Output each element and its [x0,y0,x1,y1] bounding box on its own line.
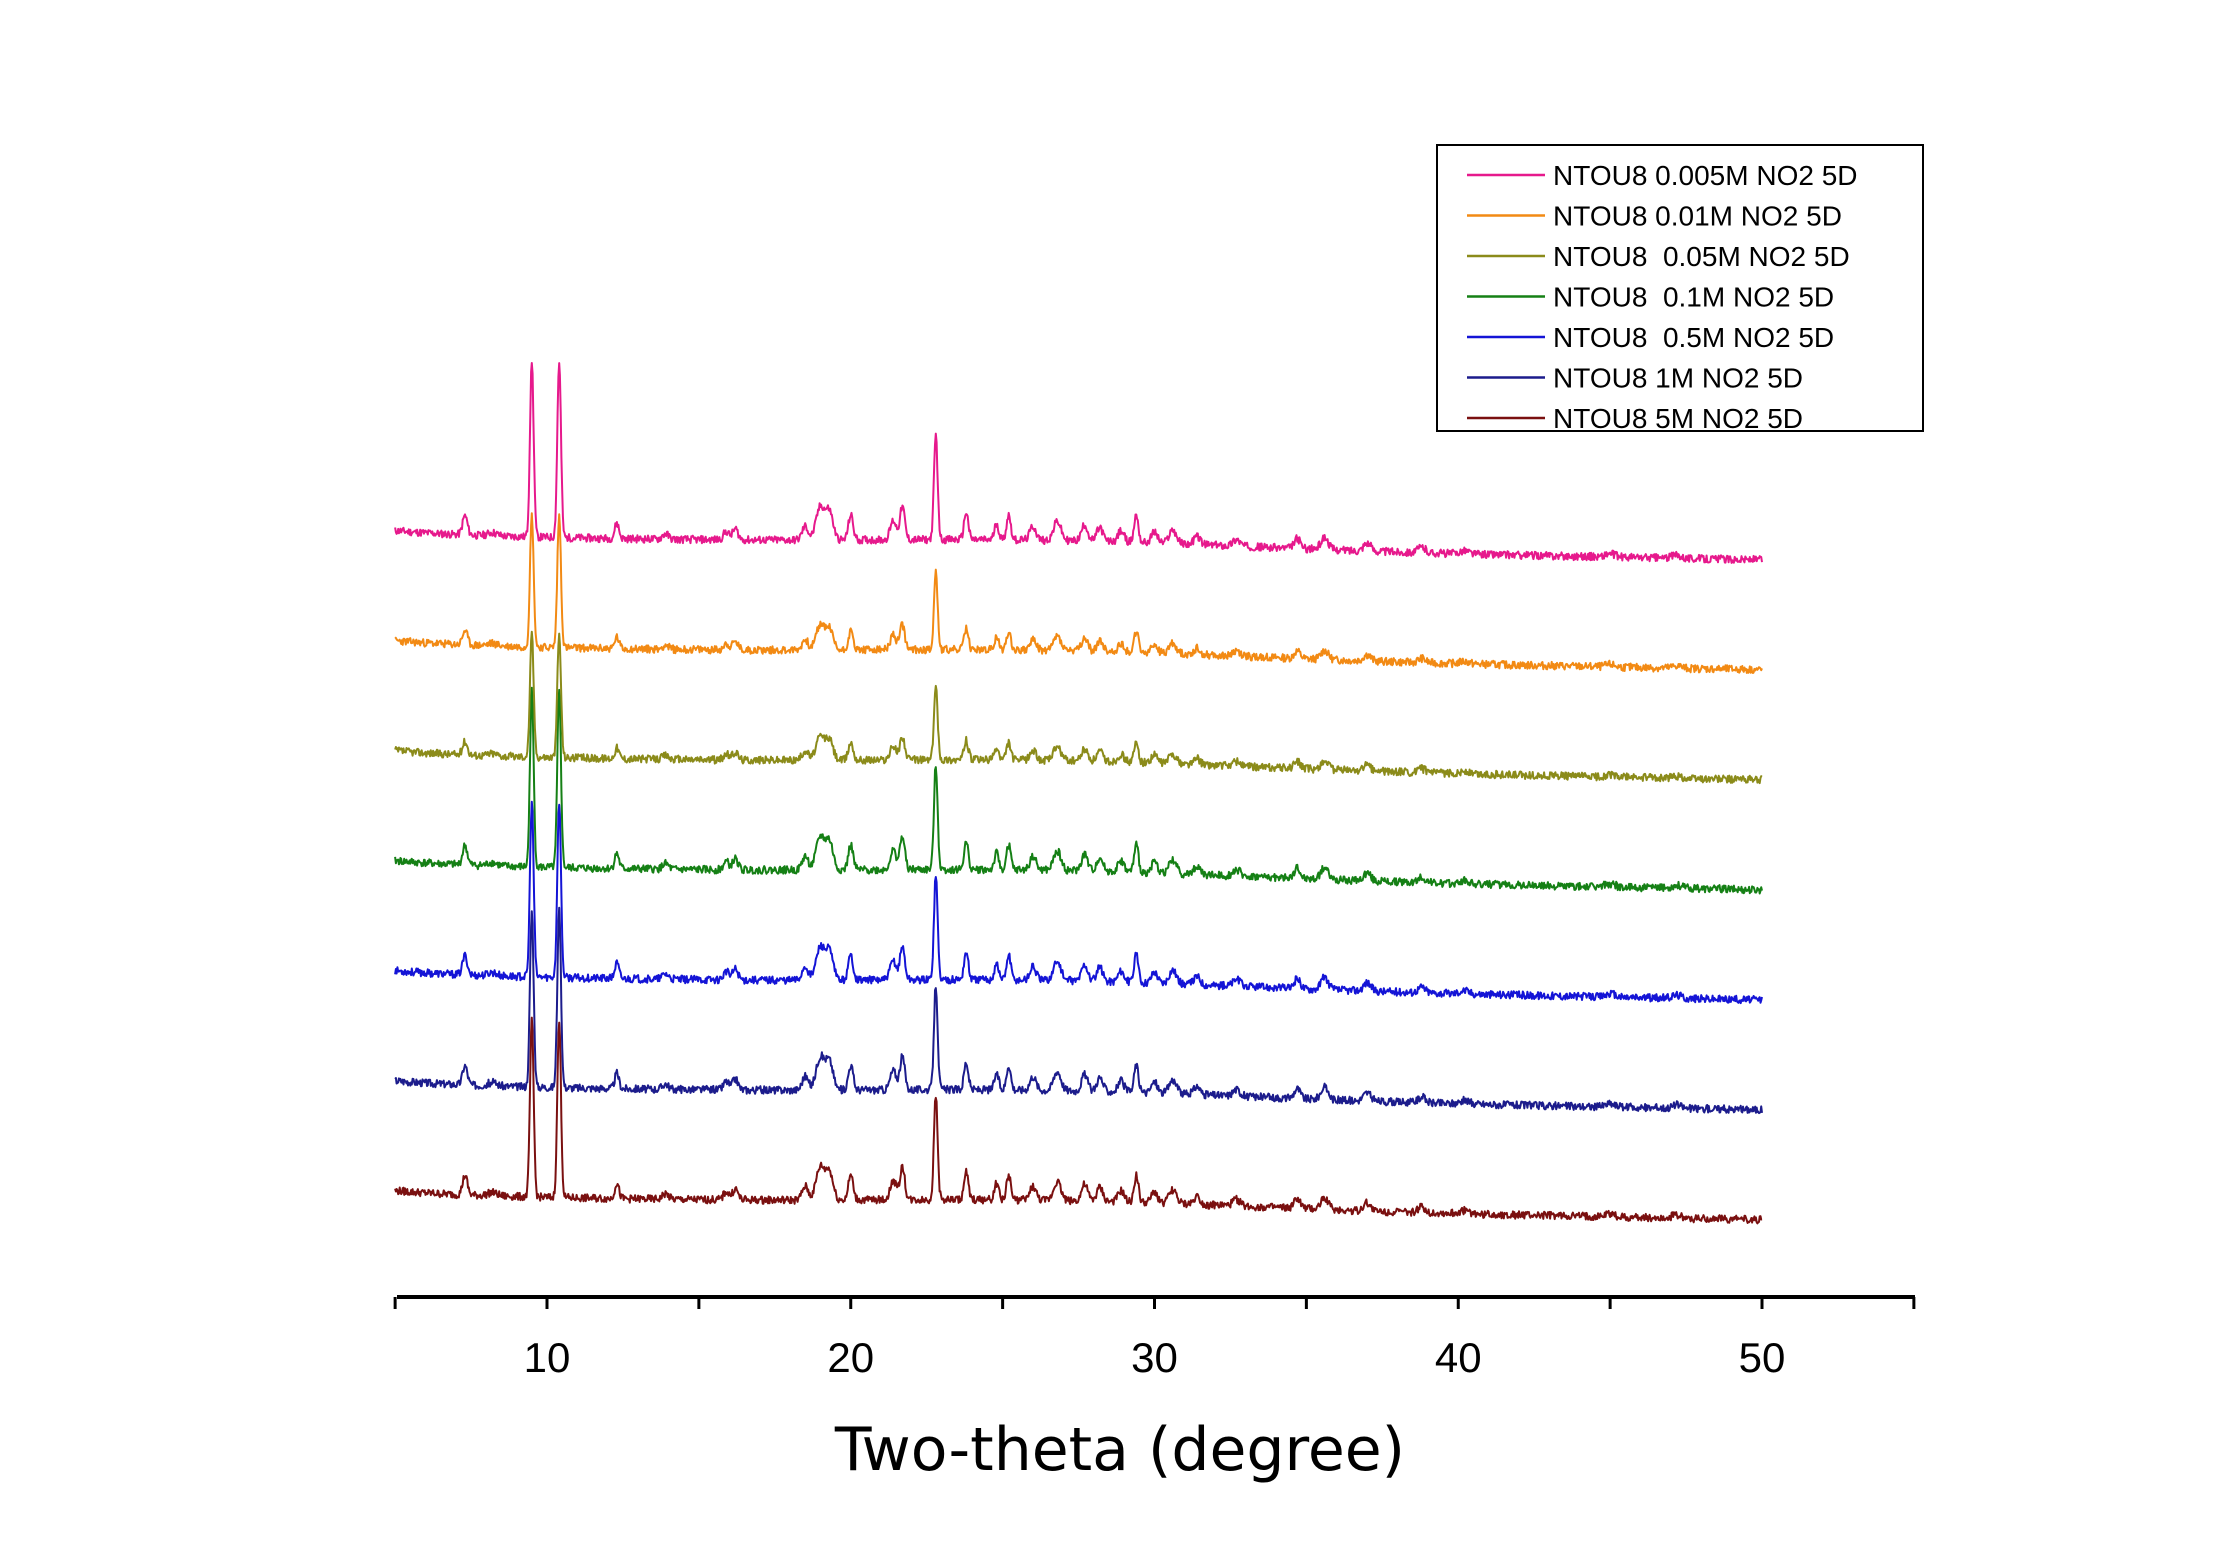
legend-label-3: NTOU8 0.1M NO2 5D [1553,282,1834,313]
x-tick-layer: 10 20 30 40 50 [393,1297,1916,1381]
legend-label-5: NTOU8 1M NO2 5D [1553,363,1803,394]
x-tick-label-30: 30 [1131,1334,1178,1381]
x-tick-label-10: 10 [524,1334,571,1381]
legend-box [1436,144,1924,432]
series-line-3 [394,686,1763,895]
series-line-5 [394,906,1763,1115]
legend-label-2: NTOU8 0.05M NO2 5D [1553,241,1850,272]
series-line-2 [394,630,1763,785]
legend-label-4: NTOU8 0.5M NO2 5D [1553,322,1834,353]
legend-label-1: NTOU8 0.01M NO2 5D [1553,201,1842,232]
series-line-6 [394,1016,1763,1225]
x-tick-label-40: 40 [1435,1334,1482,1381]
series-layer [394,362,1763,1225]
legend: NTOU8 0.005M NO2 5D NTOU8 0.01M NO2 5D NTO… [1436,144,1924,434]
x-tick-label-20: 20 [827,1334,874,1381]
x-axis-title: Two-theta (degree) [834,1415,1405,1485]
x-axis: 10 20 30 40 50 Two-theta (degree) [393,1295,1916,1485]
x-tick-label-50: 50 [1739,1334,1786,1381]
series-line-4 [394,800,1763,1005]
series-line-1 [394,512,1763,674]
legend-items: NTOU8 0.005M NO2 5D NTOU8 0.01M NO2 5D NTO… [1467,160,1858,434]
legend-label-6: NTOU8 5M NO2 5D [1553,403,1803,434]
series-line-0 [394,362,1763,564]
legend-label-0: NTOU8 0.005M NO2 5D [1553,160,1858,191]
